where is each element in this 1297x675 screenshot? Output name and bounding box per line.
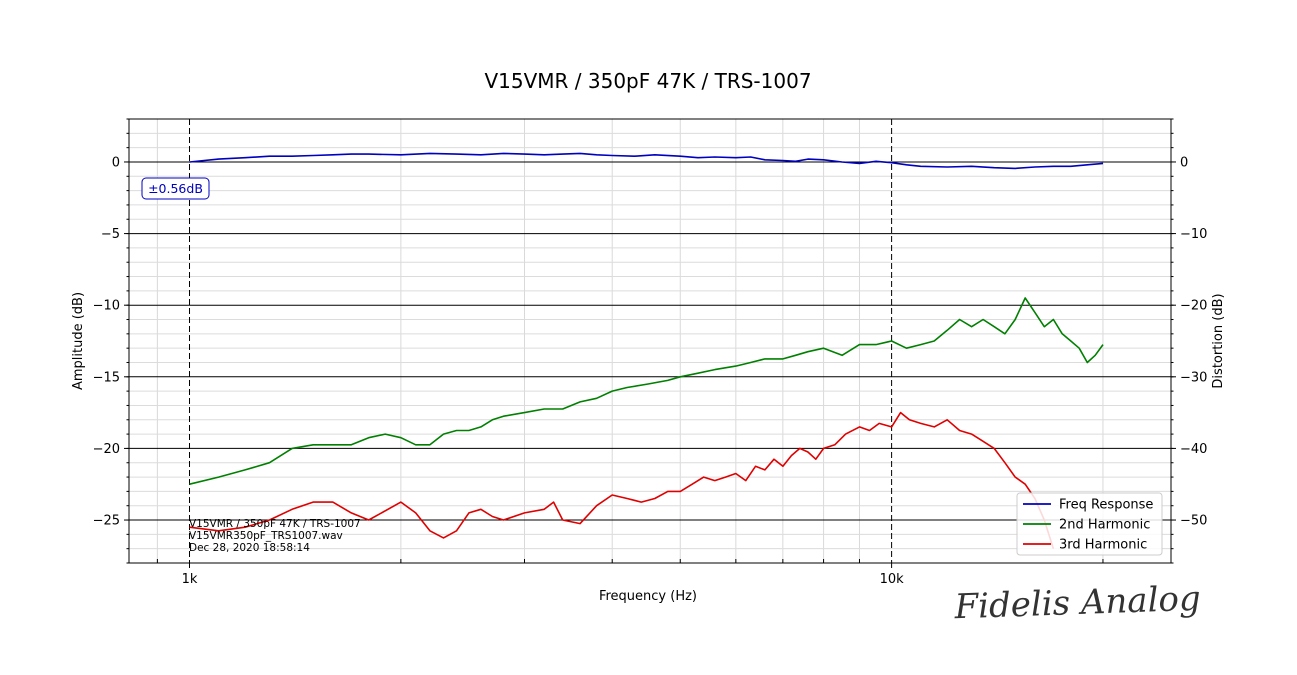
right-tick-label: −20 — [1180, 299, 1207, 314]
major-grid — [129, 119, 1171, 563]
minor-grid — [129, 118, 1171, 564]
flatness-badge: ±0.56dB — [141, 177, 210, 200]
legend: Freq Response 2nd Harmonic 3rd Harmonic — [1016, 492, 1163, 556]
x-axis-ticks: 1k 10k — [182, 563, 905, 587]
left-tick-label: −15 — [93, 370, 120, 385]
left-tick-label: −20 — [93, 442, 120, 457]
right-tick-label: −10 — [1180, 227, 1207, 242]
flatness-badge-text: ±0.56dB — [148, 181, 203, 196]
left-tick-label: −5 — [101, 227, 120, 242]
left-tick-label: 0 — [112, 155, 120, 170]
left-tick-label: −25 — [93, 514, 120, 529]
legend-label: 2nd Harmonic — [1059, 518, 1150, 533]
file-annotation: V15VMR / 350pF 47K / TRS-1007 V15VMR350p… — [189, 518, 361, 554]
left-axis-label: Amplitude (dB) — [71, 292, 86, 390]
legend-label: Freq Response — [1059, 498, 1153, 513]
left-axis-ticks: 0 −5 −10 −15 −20 −25 — [93, 118, 129, 564]
right-tick-label: 0 — [1180, 155, 1188, 170]
right-tick-label: −30 — [1180, 370, 1207, 385]
legend-label: 3rd Harmonic — [1059, 538, 1147, 553]
right-tick-label: −40 — [1180, 442, 1207, 457]
watermark-logo: Fidelis Analog — [953, 579, 1201, 628]
annotation-line-2: V15VMR350pF_TRS1007.wav — [189, 530, 343, 542]
annotation-line-3: Dec 28, 2020 18:58:14 — [189, 542, 310, 554]
right-axis-label: Distortion (dB) — [1211, 293, 1226, 388]
left-tick-label: −10 — [93, 299, 120, 314]
series-line-freq-response — [189, 152, 1104, 170]
x-tick-label: 1k — [182, 572, 198, 587]
series-line-3rd-harmonic — [189, 411, 1055, 549]
chart-title: V15VMR / 350pF 47K / TRS-1007 — [484, 69, 811, 93]
plot-frame — [128, 118, 1172, 564]
legend-box — [1016, 492, 1163, 556]
x-axis-label: Frequency (Hz) — [599, 589, 697, 604]
series-lines — [189, 152, 1104, 549]
annotation-line-1: V15VMR / 350pF 47K / TRS-1007 — [189, 518, 361, 530]
x-tick-label: 10k — [880, 572, 905, 587]
right-axis-ticks: 0 −10 −20 −30 −40 −50 — [1171, 118, 1207, 564]
series-line-2nd-harmonic — [189, 297, 1104, 485]
right-tick-label: −50 — [1180, 514, 1207, 529]
